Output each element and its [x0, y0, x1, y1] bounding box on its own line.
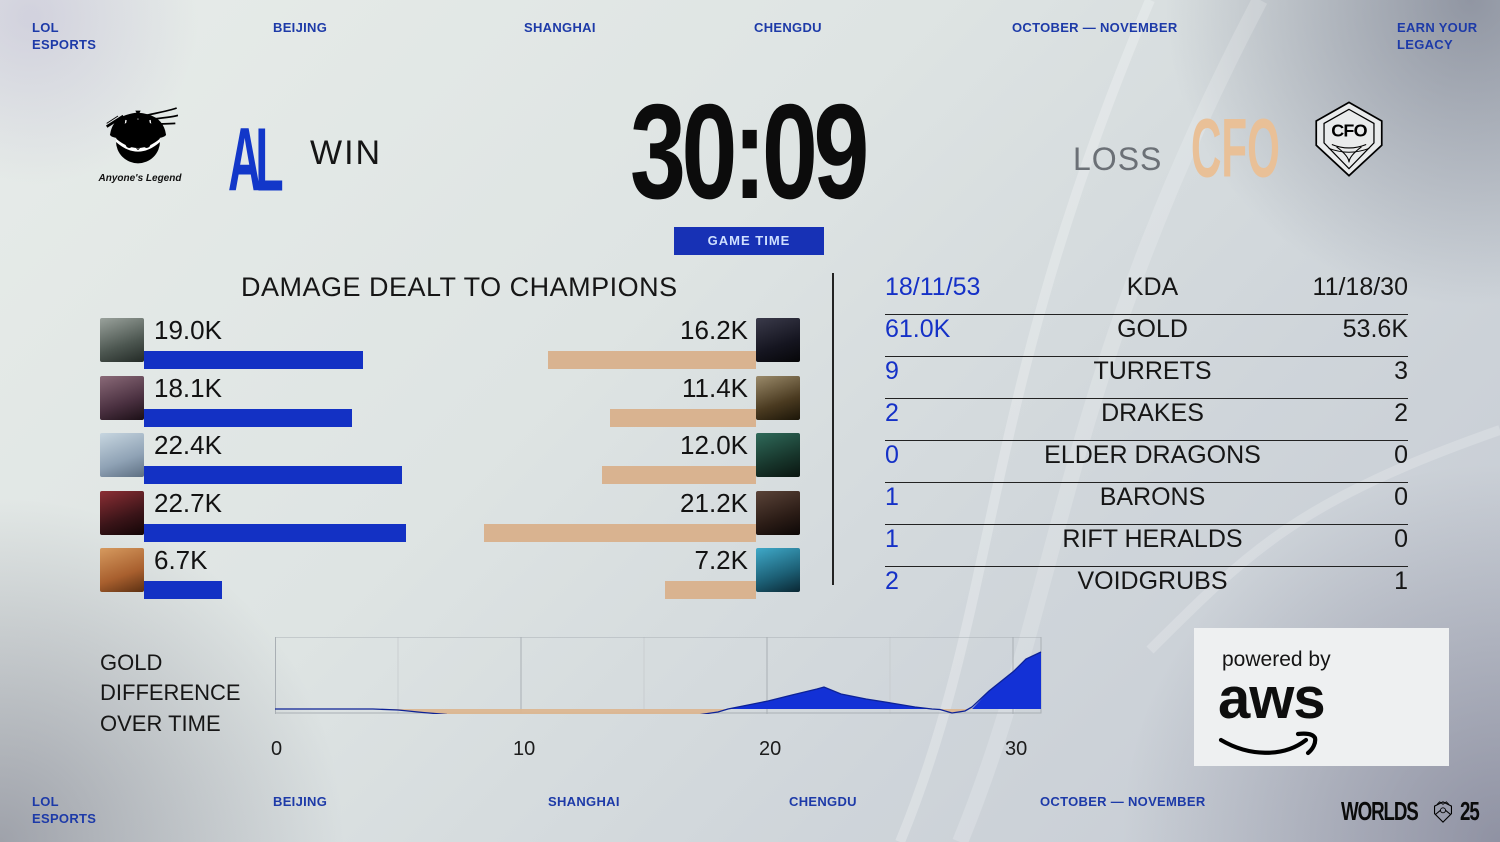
svg-text:CFO: CFO [1331, 121, 1367, 141]
